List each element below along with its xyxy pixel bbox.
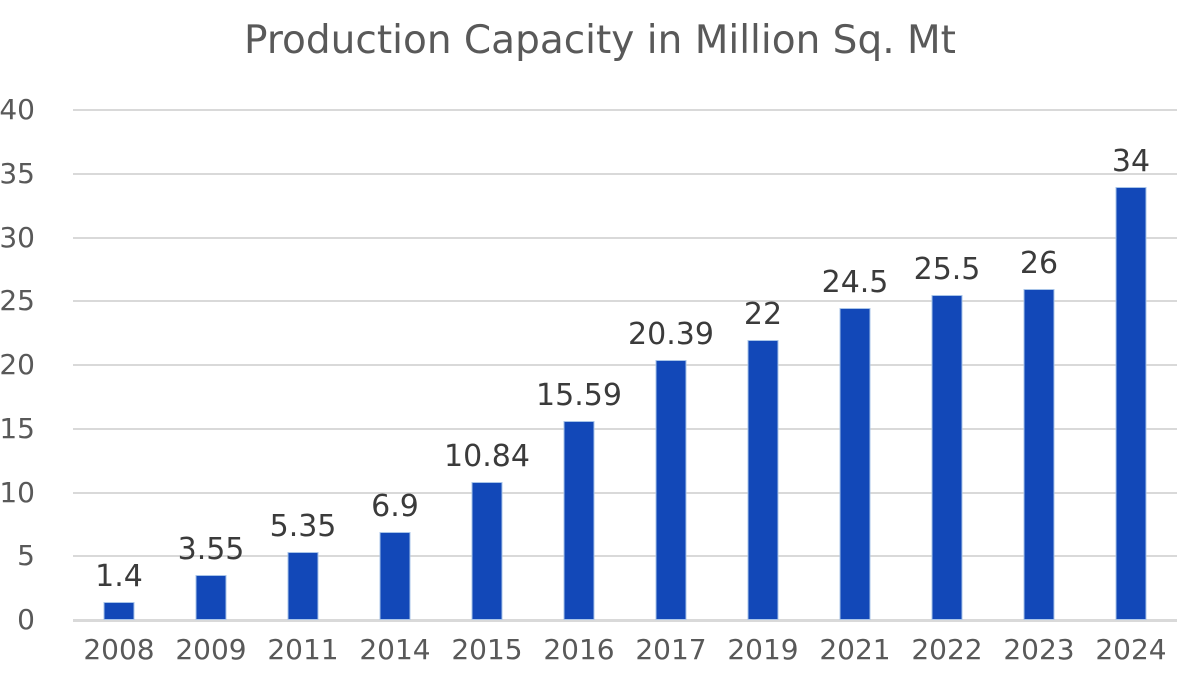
- gridline-15: [73, 427, 1177, 430]
- gridline-30: [73, 236, 1177, 239]
- bar-group[interactable]: 34: [1085, 110, 1177, 620]
- gridline-35: [73, 172, 1177, 175]
- y-axis-tick-label: 25: [0, 284, 35, 318]
- x-axis-tick-label: 2022: [911, 633, 983, 666]
- bar-value-label: 24.5: [821, 264, 889, 300]
- gridline-10: [73, 491, 1177, 494]
- bar[interactable]: [1023, 288, 1055, 620]
- gridline-25: [73, 300, 1177, 303]
- bar-group[interactable]: 10.84: [441, 110, 533, 620]
- x-axis-labels: 2008 2009 2011 2014 2015 2016 2017 2019 2021 2022…: [73, 636, 1177, 681]
- bar[interactable]: [471, 481, 503, 620]
- bar-group[interactable]: 24.5: [809, 110, 901, 620]
- bar-value-label: 10.84: [444, 438, 530, 474]
- bar[interactable]: [839, 307, 871, 620]
- bar-group[interactable]: 25.5: [901, 110, 993, 620]
- y-axis-tick-label: 30: [0, 220, 35, 254]
- bar-group[interactable]: 1.4: [73, 110, 165, 620]
- y-axis-tick-label: 20: [0, 348, 35, 381]
- bar[interactable]: [747, 339, 779, 620]
- y-axis-tick-label: 5: [17, 539, 35, 573]
- gridline-20: [73, 364, 1177, 366]
- y-axis-tick-label: 35: [0, 156, 35, 190]
- bar-group[interactable]: 3.55: [165, 110, 257, 620]
- bar[interactable]: [563, 421, 595, 620]
- y-axis-tick-label: 40: [0, 93, 35, 126]
- bar-value-label: 5.35: [269, 508, 337, 544]
- bar-value-label: 1.4: [95, 559, 143, 595]
- bar-group[interactable]: 5.35: [257, 110, 349, 620]
- gridline-0: [73, 619, 1177, 622]
- bar[interactable]: [195, 574, 227, 620]
- bar-group[interactable]: 20.39: [625, 110, 717, 620]
- bar-value-label: 15.59: [536, 378, 622, 414]
- bar-value-label: 22: [743, 296, 783, 332]
- y-axis-tick-label: 15: [0, 411, 35, 445]
- y-axis-tick-label: 0: [17, 603, 35, 636]
- x-axis-tick-label: 2014: [359, 633, 431, 666]
- bar-value-label: 25.5: [913, 251, 981, 287]
- x-axis-tick-label: 2009: [175, 633, 247, 666]
- x-axis-tick-label: 2021: [819, 633, 891, 666]
- gridline-5: [73, 555, 1177, 558]
- bar-value-label: 20.39: [628, 317, 714, 353]
- bar[interactable]: [931, 294, 963, 620]
- bar[interactable]: [1115, 186, 1147, 620]
- bar[interactable]: [655, 360, 687, 620]
- bar-value-label: 26: [1019, 245, 1059, 281]
- x-axis-tick-label: 2016: [543, 633, 615, 666]
- x-axis-tick-label: 2017: [635, 633, 707, 666]
- bar-value-label: 3.55: [177, 531, 245, 567]
- bar-group[interactable]: 22: [717, 110, 809, 620]
- plot-area: 40 35 30 25 20 15 10 5 0 1.4 3.55 5.35 6.9 10.84 15.5…: [0, 96, 1177, 634]
- x-axis-tick-label: 2023: [1003, 633, 1075, 666]
- gridline-40: [73, 109, 1177, 111]
- x-axis-tick-label: 2019: [727, 633, 799, 666]
- bar-group[interactable]: 26: [993, 110, 1085, 620]
- bar[interactable]: [379, 532, 411, 620]
- bar-value-label: 6.9: [371, 489, 419, 525]
- bar[interactable]: [103, 602, 135, 620]
- bar-group[interactable]: 6.9: [349, 110, 441, 620]
- bar-group[interactable]: 15.59: [533, 110, 625, 620]
- x-axis-tick-label: 2015: [451, 633, 523, 666]
- y-axis-tick-label: 10: [0, 475, 35, 509]
- x-axis-tick-label: 2008: [83, 633, 155, 666]
- x-axis-tick-label: 2011: [267, 633, 339, 666]
- bar[interactable]: [287, 551, 319, 620]
- chart-title: Production Capacity in Million Sq. Mt: [244, 18, 956, 63]
- x-axis-tick-label: 2024: [1095, 633, 1167, 666]
- bar-value-label: 34: [1111, 143, 1151, 179]
